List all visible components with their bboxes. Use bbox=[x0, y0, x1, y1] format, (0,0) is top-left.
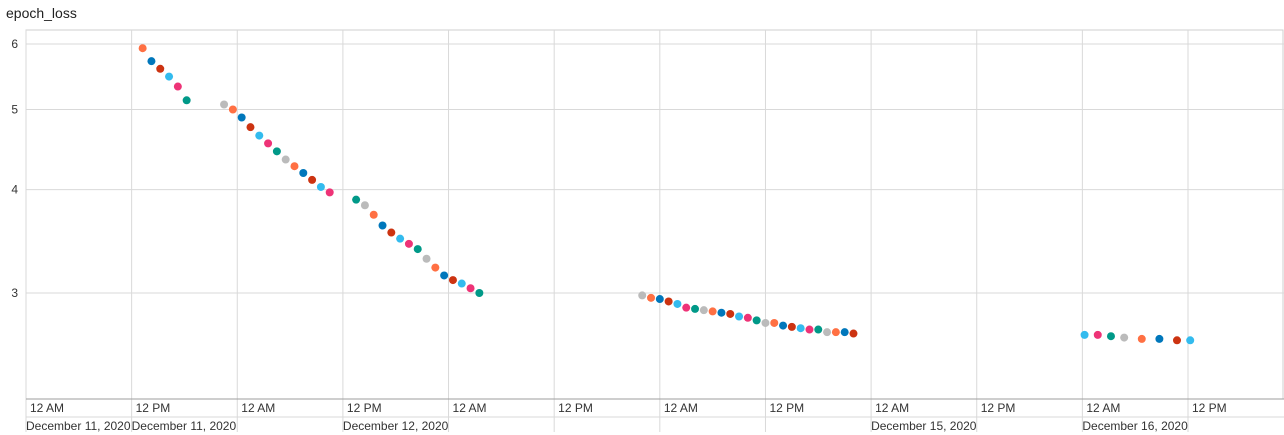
x-date-label: December 11, 2020 bbox=[26, 419, 131, 433]
data-point-29[interactable] bbox=[440, 271, 449, 280]
data-point-12[interactable] bbox=[272, 147, 281, 156]
data-point-10[interactable] bbox=[255, 131, 264, 140]
x-tick-label: 12 PM bbox=[769, 401, 804, 415]
data-point-18[interactable] bbox=[325, 188, 334, 197]
data-point-43[interactable] bbox=[717, 308, 726, 317]
data-point-8[interactable] bbox=[237, 113, 246, 122]
x-date-label: December 11, 2020 bbox=[132, 419, 237, 433]
data-point-33[interactable] bbox=[475, 289, 484, 297]
data-point-48[interactable] bbox=[761, 318, 770, 327]
data-point-66[interactable] bbox=[1186, 336, 1195, 345]
data-point-41[interactable] bbox=[699, 306, 708, 315]
data-point-64[interactable] bbox=[1155, 334, 1164, 343]
data-point-54[interactable] bbox=[814, 325, 823, 334]
data-point-13[interactable] bbox=[281, 155, 290, 164]
data-point-25[interactable] bbox=[404, 239, 413, 248]
data-point-24[interactable] bbox=[396, 234, 405, 243]
data-point-15[interactable] bbox=[299, 168, 308, 177]
data-point-23[interactable] bbox=[387, 228, 396, 237]
data-point-5[interactable] bbox=[182, 96, 191, 105]
data-point-30[interactable] bbox=[448, 276, 457, 285]
data-point-31[interactable] bbox=[457, 279, 466, 288]
y-tick-label: 5 bbox=[11, 102, 18, 116]
x-tick-label: 12 PM bbox=[981, 401, 1016, 415]
x-tick-label: 12 AM bbox=[664, 401, 698, 415]
data-point-49[interactable] bbox=[770, 318, 779, 327]
data-point-22[interactable] bbox=[378, 221, 387, 230]
data-point-59[interactable] bbox=[1080, 330, 1089, 339]
x-tick-label: 12 PM bbox=[558, 401, 593, 415]
y-tick-label: 3 bbox=[11, 286, 18, 300]
data-point-2[interactable] bbox=[156, 64, 165, 73]
data-point-26[interactable] bbox=[413, 245, 422, 254]
y-tick-labels: 6 5 4 3 bbox=[11, 37, 18, 300]
data-point-6[interactable] bbox=[220, 100, 229, 109]
data-point-0[interactable] bbox=[138, 44, 147, 53]
data-point-27[interactable] bbox=[422, 254, 431, 263]
x-tick-label: 12 AM bbox=[30, 401, 64, 415]
x-tick-label: 12 AM bbox=[1086, 401, 1120, 415]
data-point-9[interactable] bbox=[246, 123, 255, 132]
data-point-35[interactable] bbox=[647, 293, 656, 302]
x-date-label: December 16, 2020 bbox=[1082, 419, 1188, 433]
data-point-45[interactable] bbox=[735, 312, 744, 321]
data-point-52[interactable] bbox=[796, 324, 805, 333]
data-point-47[interactable] bbox=[752, 316, 761, 325]
x-tick-label: 12 PM bbox=[136, 401, 171, 415]
data-point-44[interactable] bbox=[726, 309, 735, 318]
y-tick-label: 6 bbox=[11, 37, 18, 51]
data-point-7[interactable] bbox=[228, 105, 237, 114]
data-point-46[interactable] bbox=[743, 313, 752, 322]
data-point-50[interactable] bbox=[779, 321, 788, 330]
data-point-4[interactable] bbox=[173, 82, 182, 91]
data-point-65[interactable] bbox=[1172, 336, 1181, 345]
data-point-40[interactable] bbox=[691, 304, 700, 313]
data-point-19[interactable] bbox=[352, 195, 361, 204]
data-point-63[interactable] bbox=[1137, 334, 1146, 343]
data-point-32[interactable] bbox=[466, 284, 475, 293]
data-points bbox=[138, 44, 1195, 345]
data-point-34[interactable] bbox=[638, 291, 647, 300]
data-point-39[interactable] bbox=[682, 303, 691, 312]
data-point-14[interactable] bbox=[290, 162, 299, 171]
x-date-label: December 15, 2020 bbox=[871, 419, 977, 433]
data-point-16[interactable] bbox=[308, 175, 317, 184]
data-point-42[interactable] bbox=[708, 307, 717, 316]
data-point-3[interactable] bbox=[165, 72, 174, 81]
data-point-60[interactable] bbox=[1093, 330, 1102, 339]
x-tick-label: 12 AM bbox=[875, 401, 909, 415]
chart-title: epoch_loss bbox=[6, 5, 77, 21]
data-point-17[interactable] bbox=[316, 182, 325, 191]
data-point-21[interactable] bbox=[369, 210, 378, 219]
data-point-20[interactable] bbox=[360, 201, 369, 210]
data-point-38[interactable] bbox=[673, 299, 682, 308]
data-point-11[interactable] bbox=[264, 139, 273, 148]
data-point-61[interactable] bbox=[1106, 332, 1115, 341]
grid-layer bbox=[25, 29, 1284, 432]
data-point-37[interactable] bbox=[664, 297, 673, 306]
data-point-53[interactable] bbox=[805, 325, 814, 334]
data-point-1[interactable] bbox=[147, 57, 156, 66]
x-date-label: December 12, 2020 bbox=[343, 419, 449, 433]
x-tick-label: 12 PM bbox=[347, 401, 382, 415]
x-tick-label: 12 PM bbox=[1192, 401, 1227, 415]
data-point-36[interactable] bbox=[655, 295, 664, 304]
x-tick-label: 12 AM bbox=[241, 401, 275, 415]
x-tick-labels: 12 AM 12 PM 12 AM 12 PM 12 AM 12 PM 12 AM 12 PM… bbox=[26, 401, 1227, 433]
data-point-28[interactable] bbox=[431, 263, 440, 272]
data-point-57[interactable] bbox=[840, 328, 849, 337]
plot-frame bbox=[25, 29, 1284, 400]
data-point-51[interactable] bbox=[787, 322, 796, 331]
data-point-62[interactable] bbox=[1120, 333, 1129, 342]
data-point-58[interactable] bbox=[849, 329, 858, 338]
x-tick-label: 12 AM bbox=[453, 401, 487, 415]
data-point-56[interactable] bbox=[831, 328, 840, 337]
data-point-55[interactable] bbox=[823, 328, 832, 337]
y-tick-label: 4 bbox=[11, 183, 18, 197]
